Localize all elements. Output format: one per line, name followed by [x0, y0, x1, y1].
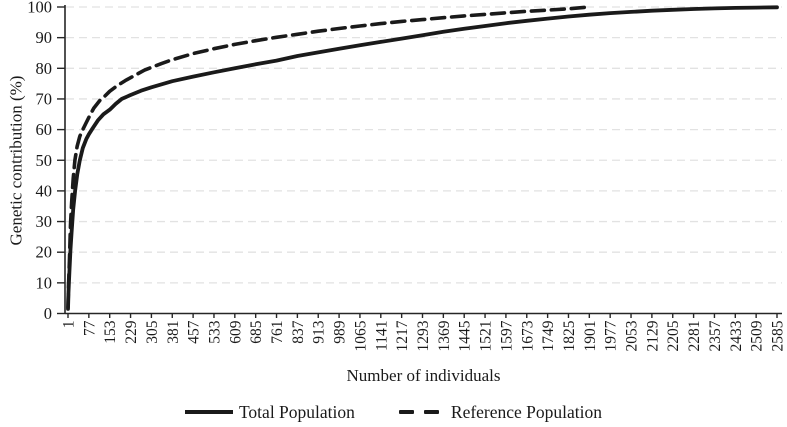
y-tick-label-80: 80 [36, 59, 53, 78]
x-tick-label-381: 381 [165, 321, 182, 344]
x-tick-label-77: 77 [81, 320, 98, 336]
y-tick-label-40: 40 [36, 181, 53, 200]
x-tick-label-1977: 1977 [603, 320, 620, 351]
x-tick-label-1901: 1901 [582, 321, 599, 352]
x-tick-label-1597: 1597 [498, 320, 515, 351]
x-tick-label-533: 533 [206, 320, 223, 344]
y-tick-label-20: 20 [36, 243, 53, 262]
x-tick-label-989: 989 [332, 320, 349, 344]
y-tick-label-0: 0 [44, 304, 52, 323]
x-tick-label-1749: 1749 [540, 320, 557, 351]
series-line-reference-population [66, 5, 592, 310]
x-tick-label-2585: 2585 [770, 320, 787, 351]
legend: Total Population Reference Population [0, 399, 787, 425]
x-tick-label-2509: 2509 [749, 320, 766, 351]
legend-item-total-population: Total Population [184, 401, 355, 423]
x-tick-label-2357: 2357 [707, 320, 724, 351]
x-tick-label-1065: 1065 [352, 320, 369, 351]
x-axis-title: Number of individuals [346, 366, 501, 385]
x-tick-label-229: 229 [123, 320, 140, 344]
y-tick-label-100: 100 [27, 0, 52, 17]
x-tick-label-2053: 2053 [624, 320, 641, 351]
x-tick-label-1825: 1825 [561, 320, 578, 351]
x-tick-label-1521: 1521 [478, 321, 495, 352]
x-tick-label-2433: 2433 [728, 320, 745, 351]
legend-label-reference-population: Reference Population [450, 401, 603, 422]
x-tick-label-2129: 2129 [644, 320, 661, 351]
x-tick-label-153: 153 [102, 320, 119, 344]
x-tick-label-1673: 1673 [519, 320, 536, 351]
solid-line-swatch [184, 410, 233, 414]
y-tick-label-90: 90 [36, 28, 53, 47]
y-tick-label-70: 70 [36, 89, 53, 108]
x-tick-label-1445: 1445 [457, 320, 474, 351]
x-tick-label-609: 609 [227, 320, 244, 344]
x-tick-label-1293: 1293 [415, 320, 432, 351]
y-axis-title: Genetic contribution (%) [6, 75, 26, 246]
x-tick-label-1141: 1141 [373, 321, 390, 351]
x-tick-label-837: 837 [290, 320, 307, 344]
x-tick-label-913: 913 [311, 320, 328, 344]
dashed-line-swatch [398, 410, 439, 414]
y-tick-label-50: 50 [36, 151, 53, 170]
x-tick-label-1: 1 [61, 321, 78, 329]
x-tick-label-305: 305 [144, 320, 161, 344]
x-tick-label-2281: 2281 [686, 321, 703, 352]
series-line-total-population [66, 5, 779, 311]
legend-label-total-population: Total Population [238, 401, 355, 422]
x-tick-label-1369: 1369 [436, 320, 453, 351]
y-tick-label-60: 60 [36, 120, 53, 139]
legend-item-reference-population: Reference Population [398, 401, 603, 423]
y-tick-label-10: 10 [36, 273, 53, 292]
x-tick-label-761: 761 [269, 321, 286, 344]
y-tick-label-30: 30 [36, 212, 53, 231]
x-tick-label-457: 457 [186, 320, 203, 344]
x-tick-label-685: 685 [248, 320, 265, 344]
x-tick-label-1217: 1217 [394, 320, 411, 351]
x-tick-label-2205: 2205 [665, 320, 682, 351]
